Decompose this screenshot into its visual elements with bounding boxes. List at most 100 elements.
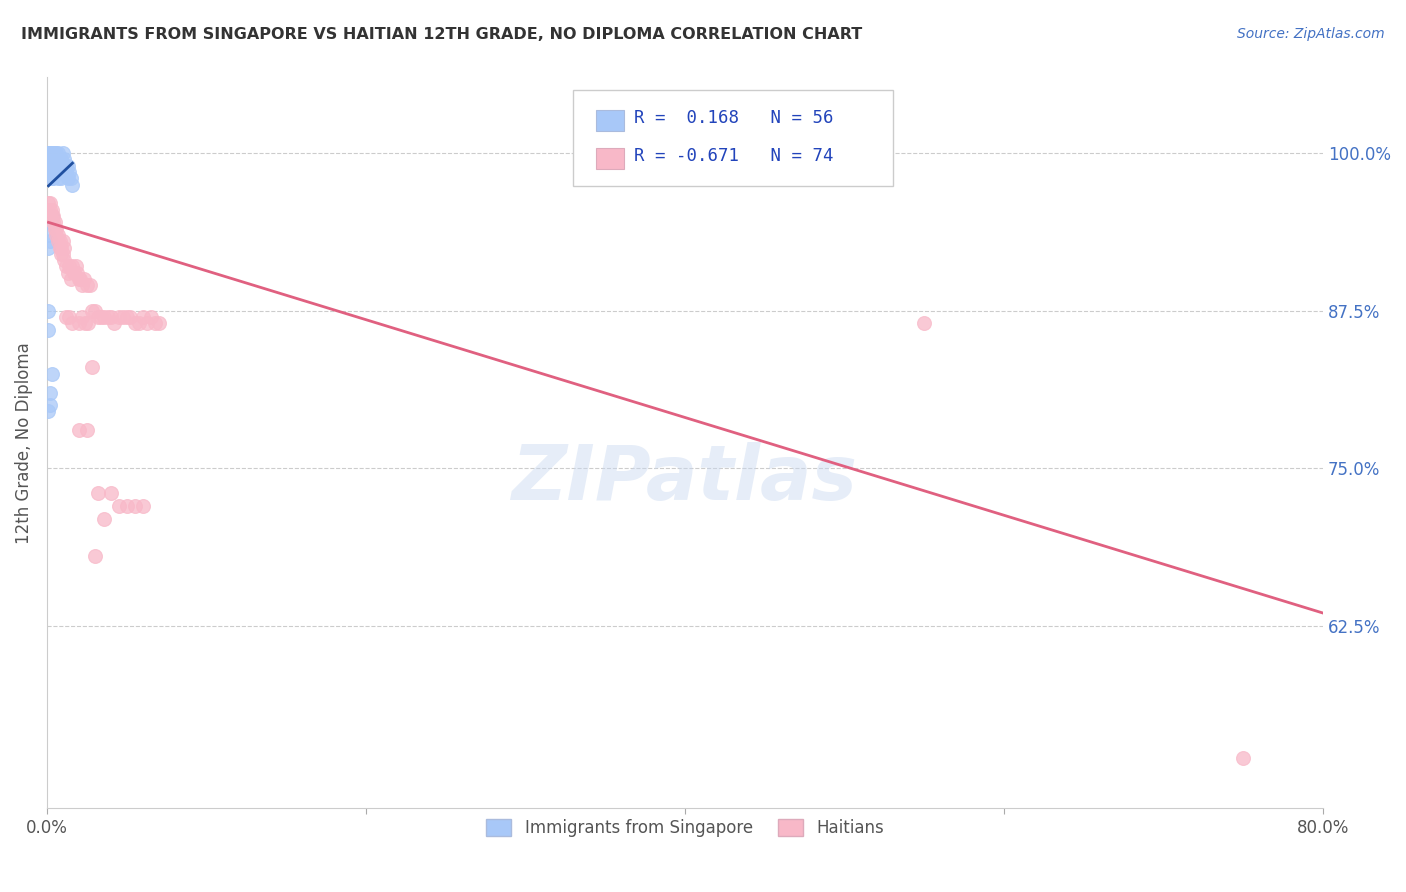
- Point: [124, 316, 146, 330]
- Point: [41, 165, 63, 179]
- Point: [107, 499, 129, 513]
- Text: R = -0.671   N = 74: R = -0.671 N = 74: [634, 146, 834, 165]
- Point: [72, 272, 94, 286]
- Point: [1232, 751, 1254, 765]
- Point: [42, 171, 65, 186]
- Point: [52, 159, 75, 173]
- Point: [39, 146, 62, 161]
- Point: [48, 165, 70, 179]
- Point: [912, 316, 935, 330]
- Point: [37, 153, 59, 167]
- Point: [41, 209, 63, 223]
- Point: [67, 423, 90, 437]
- Point: [124, 499, 146, 513]
- Point: [45, 153, 67, 167]
- Point: [77, 316, 100, 330]
- Point: [128, 316, 150, 330]
- Point: [39, 159, 62, 173]
- Point: [58, 310, 80, 324]
- Point: [87, 310, 110, 324]
- Point: [55, 165, 77, 179]
- Point: [115, 499, 138, 513]
- Point: [51, 247, 73, 261]
- Point: [56, 266, 79, 280]
- Point: [41, 367, 63, 381]
- Point: [115, 310, 138, 324]
- Point: [55, 159, 77, 173]
- Point: [44, 221, 66, 235]
- Point: [55, 260, 77, 274]
- Point: [93, 310, 115, 324]
- Point: [39, 196, 62, 211]
- Point: [79, 278, 101, 293]
- Point: [42, 165, 65, 179]
- Point: [100, 486, 122, 500]
- Point: [41, 146, 63, 161]
- Point: [145, 316, 167, 330]
- Point: [62, 178, 84, 192]
- Point: [90, 310, 112, 324]
- Point: [42, 215, 65, 229]
- Point: [96, 310, 118, 324]
- Point: [37, 165, 59, 179]
- Point: [62, 316, 84, 330]
- Point: [42, 209, 65, 223]
- Point: [56, 171, 79, 186]
- Point: [56, 159, 79, 173]
- Point: [76, 423, 98, 437]
- Point: [45, 227, 67, 242]
- Point: [66, 266, 89, 280]
- Point: [75, 316, 97, 330]
- Point: [45, 165, 67, 179]
- Point: [45, 146, 67, 161]
- Point: [39, 165, 62, 179]
- Point: [44, 165, 66, 179]
- Point: [83, 549, 105, 564]
- Point: [41, 159, 63, 173]
- Point: [51, 171, 73, 186]
- Point: [53, 241, 76, 255]
- Point: [37, 303, 59, 318]
- Point: [48, 234, 70, 248]
- Point: [41, 153, 63, 167]
- Point: [41, 209, 63, 223]
- Point: [48, 241, 70, 255]
- Point: [46, 227, 69, 242]
- Text: IMMIGRANTS FROM SINGAPORE VS HAITIAN 12TH GRADE, NO DIPLOMA CORRELATION CHART: IMMIGRANTS FROM SINGAPORE VS HAITIAN 12T…: [21, 27, 862, 42]
- Point: [41, 202, 63, 217]
- Legend: Immigrants from Singapore, Haitians: Immigrants from Singapore, Haitians: [479, 813, 890, 844]
- Point: [44, 215, 66, 229]
- Point: [87, 486, 110, 500]
- Point: [44, 146, 66, 161]
- Point: [42, 153, 65, 167]
- Point: [70, 278, 93, 293]
- Point: [42, 159, 65, 173]
- Point: [58, 260, 80, 274]
- Point: [52, 234, 75, 248]
- Point: [63, 266, 86, 280]
- Point: [37, 196, 59, 211]
- Point: [107, 310, 129, 324]
- Y-axis label: 12th Grade, No Diploma: 12th Grade, No Diploma: [15, 342, 32, 544]
- Text: Source: ZipAtlas.com: Source: ZipAtlas.com: [1237, 27, 1385, 41]
- Point: [39, 398, 62, 412]
- Point: [39, 215, 62, 229]
- Point: [37, 227, 59, 242]
- Point: [52, 247, 75, 261]
- Point: [39, 234, 62, 248]
- Point: [131, 310, 153, 324]
- Point: [39, 385, 62, 400]
- Point: [59, 272, 82, 286]
- Point: [93, 511, 115, 525]
- Point: [131, 499, 153, 513]
- Point: [41, 171, 63, 186]
- Point: [53, 253, 76, 268]
- FancyBboxPatch shape: [596, 148, 624, 169]
- Point: [65, 260, 87, 274]
- Point: [69, 272, 91, 286]
- Point: [53, 165, 76, 179]
- Point: [112, 310, 135, 324]
- Point: [44, 153, 66, 167]
- Point: [118, 310, 141, 324]
- Point: [39, 202, 62, 217]
